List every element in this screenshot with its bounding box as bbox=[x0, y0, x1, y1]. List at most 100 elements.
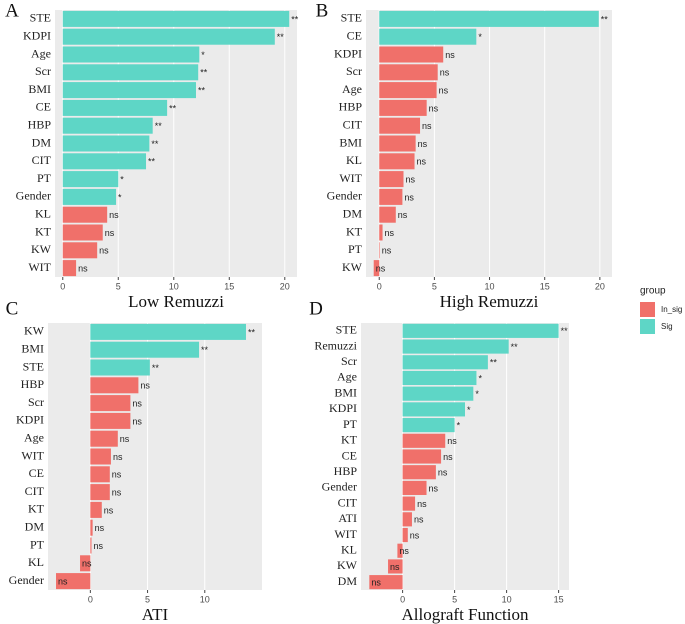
significance-label: ns bbox=[93, 541, 103, 551]
bar bbox=[379, 46, 444, 63]
x-tick-label: 10 bbox=[169, 281, 179, 291]
significance-label: ns bbox=[385, 228, 395, 238]
category-label: PT bbox=[37, 171, 52, 185]
category-label: WIT bbox=[339, 171, 362, 185]
x-tick-label: 5 bbox=[432, 281, 437, 291]
bar bbox=[62, 10, 290, 27]
bar bbox=[379, 224, 383, 241]
category-label: WIT bbox=[21, 448, 44, 462]
significance-label: ns bbox=[78, 263, 88, 273]
x-tick-label: 10 bbox=[485, 281, 495, 291]
category-label: Gender bbox=[327, 189, 362, 203]
category-label: CE bbox=[347, 28, 362, 42]
bar bbox=[90, 537, 92, 554]
category-label: Age bbox=[31, 46, 51, 60]
bar bbox=[90, 466, 110, 483]
bar bbox=[373, 260, 380, 277]
bar bbox=[379, 242, 380, 259]
significance-label: ns bbox=[398, 210, 408, 220]
category-label: KL bbox=[35, 206, 51, 220]
bar bbox=[90, 519, 93, 536]
x-tick-label: 5 bbox=[116, 281, 121, 291]
category-label: DM bbox=[25, 519, 45, 533]
bar bbox=[90, 377, 139, 394]
significance-label: ns bbox=[99, 246, 109, 256]
bar bbox=[80, 555, 91, 572]
significance-label: ** bbox=[561, 326, 569, 336]
bar bbox=[402, 370, 477, 386]
legend-key bbox=[640, 319, 655, 334]
bar bbox=[402, 386, 474, 401]
bar bbox=[62, 135, 150, 152]
bar bbox=[402, 433, 446, 448]
x-axis-title: High Remuzzi bbox=[440, 292, 539, 311]
bar bbox=[379, 206, 396, 223]
x-axis-title: Low Remuzzi bbox=[128, 292, 224, 311]
bar bbox=[62, 171, 119, 188]
significance-label: ns bbox=[132, 416, 142, 426]
category-label: KW bbox=[31, 242, 52, 256]
significance-label: ns bbox=[109, 210, 119, 220]
significance-label: ns bbox=[410, 530, 420, 540]
bar bbox=[379, 135, 416, 152]
bar bbox=[62, 46, 200, 63]
category-label: KL bbox=[28, 555, 44, 569]
significance-label: ns bbox=[414, 515, 424, 525]
legend-key bbox=[640, 302, 655, 317]
significance-label: ns bbox=[112, 470, 122, 480]
bar bbox=[402, 418, 455, 433]
significance-label: ** bbox=[200, 68, 208, 78]
significance-label: ** bbox=[277, 32, 285, 42]
legend-title: group bbox=[640, 286, 666, 297]
category-label: CE bbox=[29, 466, 44, 480]
category-label: Gender bbox=[322, 480, 357, 494]
category-label: CIT bbox=[343, 117, 363, 131]
category-label: Gender bbox=[16, 189, 51, 203]
category-label: STE bbox=[30, 11, 51, 25]
x-tick-label: 15 bbox=[540, 281, 550, 291]
significance-label: ** bbox=[248, 327, 256, 337]
category-label: Scr bbox=[341, 354, 357, 368]
category-label: KW bbox=[24, 324, 45, 338]
significance-label: ns bbox=[439, 85, 449, 95]
bar bbox=[397, 543, 403, 558]
significance-label: * bbox=[467, 405, 471, 415]
significance-label: ns bbox=[82, 559, 92, 569]
bar bbox=[402, 339, 509, 354]
significance-label: * bbox=[201, 50, 205, 60]
significance-label: ** bbox=[152, 363, 160, 373]
category-label: KDPI bbox=[334, 46, 362, 60]
category-label: HBP bbox=[21, 377, 45, 391]
category-label: Age bbox=[337, 370, 357, 384]
category-label: STE bbox=[341, 11, 362, 25]
significance-label: ns bbox=[440, 68, 450, 78]
category-label: KT bbox=[28, 502, 45, 516]
category-label: KL bbox=[346, 153, 362, 167]
bar bbox=[402, 465, 436, 480]
bar bbox=[90, 341, 200, 358]
category-label: STE bbox=[23, 359, 44, 373]
category-label: KT bbox=[346, 224, 363, 238]
bar bbox=[402, 323, 559, 338]
category-label: KW bbox=[342, 260, 363, 274]
category-label: KDPI bbox=[16, 413, 44, 427]
category-label: KDPI bbox=[23, 28, 51, 42]
significance-label: ns bbox=[438, 468, 448, 478]
significance-label: ns bbox=[443, 452, 453, 462]
category-label: Age bbox=[342, 82, 362, 96]
bar bbox=[62, 188, 117, 205]
bar bbox=[379, 171, 404, 188]
significance-label: ns bbox=[376, 263, 386, 273]
panel-label: A bbox=[5, 0, 19, 21]
bar bbox=[62, 99, 168, 116]
category-label: KT bbox=[341, 433, 358, 447]
significance-label: ns bbox=[390, 562, 400, 572]
bar bbox=[90, 448, 111, 465]
category-label: Scr bbox=[346, 64, 362, 78]
category-label: Gender bbox=[9, 573, 44, 587]
bar bbox=[90, 395, 131, 412]
category-label: STE bbox=[336, 323, 357, 337]
category-label: CE bbox=[342, 448, 357, 462]
bar bbox=[62, 82, 196, 99]
significance-label: ns bbox=[112, 487, 122, 497]
